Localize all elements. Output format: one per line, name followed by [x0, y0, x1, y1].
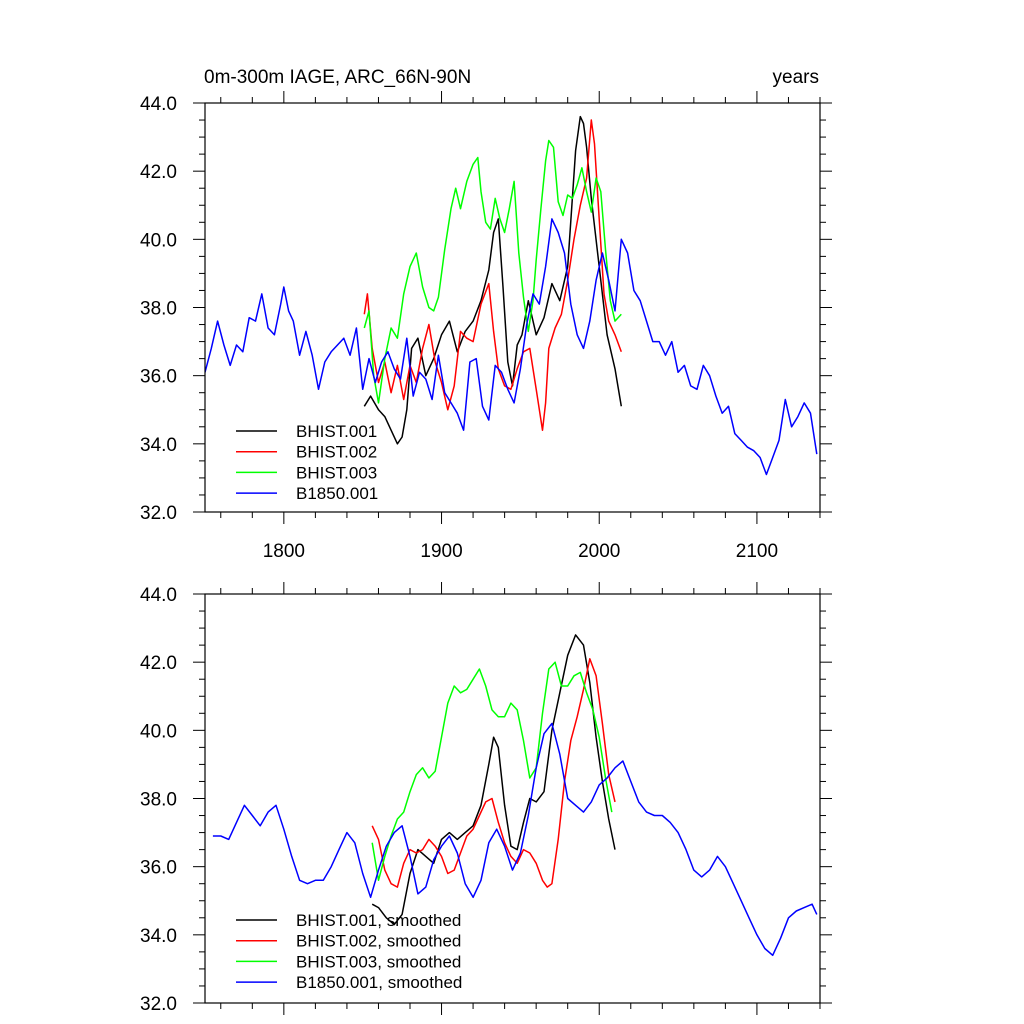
legend: BHIST.001, smoothed BHIST.002, smoothedBH… [236, 911, 462, 992]
y-tick-label: 34.0 [140, 435, 177, 456]
y-tick-label: 32.0 [140, 503, 177, 524]
series-group [212, 634, 818, 957]
y-tick-label: 38.0 [140, 299, 177, 320]
panel-title-left: 0m-300m IAGE, ARC_66N-90N [204, 67, 471, 88]
panel-title-right: years [773, 67, 819, 88]
legend-label: BHIST.003, smoothed [296, 952, 461, 971]
y-tick-label: 32.0 [140, 994, 177, 1015]
legend-label: BHIST.001, smoothed [296, 911, 461, 930]
series-line-b1850-001 [205, 218, 818, 476]
y-tick-label: 40.0 [140, 230, 177, 251]
y-tick-label: 36.0 [140, 858, 177, 879]
legend-label: BHIST.002, smoothed [296, 932, 461, 951]
y-tick-label: 44.0 [140, 94, 177, 115]
series-line-bhist-001 [363, 115, 623, 445]
plot-panel-bottom: 32.0 34.0 36.0 38.0 40.0 42.0 44.0 BHIST.001, s… [140, 582, 832, 1015]
x-tick-label: 1900 [420, 541, 462, 562]
y-tick-label: 42.0 [140, 162, 177, 183]
series-line-bhist-001-smoothed [371, 634, 616, 926]
legend-label: BHIST.003 [296, 463, 377, 482]
series-group [205, 115, 818, 476]
y-tick-label: 42.0 [140, 653, 177, 674]
series-line-bhist-002-smoothed [371, 658, 616, 888]
x-tick-label: 1800 [263, 541, 305, 562]
y-tick-label: 34.0 [140, 926, 177, 947]
series-line-b1850-001-smoothed [212, 722, 818, 957]
y-tick-label: 40.0 [140, 721, 177, 742]
y-tick-label: 36.0 [140, 367, 177, 388]
x-tick-label: 2000 [578, 541, 620, 562]
legend-label: B1850.001 [296, 484, 378, 503]
y-tick-label: 38.0 [140, 790, 177, 811]
legend-label: BHIST.002 [296, 443, 377, 462]
plot-panel-top: 1800 1900 2000 2100 32.0 34.0 36.0 38.0 40.0 42.0… [140, 91, 832, 562]
y-tick-label: 44.0 [140, 585, 177, 606]
series-line-bhist-003 [363, 139, 622, 404]
series-line-bhist-003-smoothed [371, 661, 613, 882]
legend-label: BHIST.001 [296, 422, 377, 441]
x-tick-label: 2100 [736, 541, 778, 562]
legend-label: B1850.001, smoothed [296, 973, 462, 992]
